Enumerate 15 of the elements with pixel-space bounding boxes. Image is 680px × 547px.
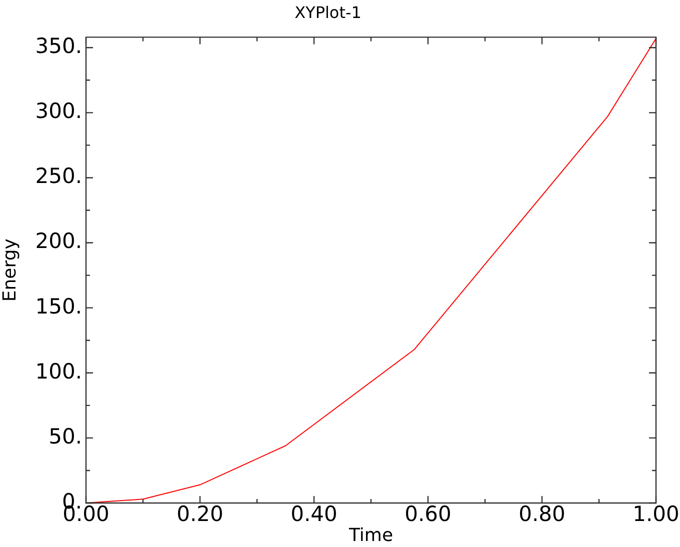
x-tick-label: 0.80 — [518, 502, 566, 526]
y-tick-label: 200. — [35, 229, 82, 254]
x-tick-label: 0.40 — [290, 502, 338, 526]
y-axis-title: Energy — [0, 238, 20, 302]
y-tick-label: 250. — [35, 164, 82, 188]
chart-title: XYPlot-1 — [294, 2, 362, 22]
y-tick-label: 350. — [35, 34, 82, 58]
y-tick-label: 300. — [35, 99, 82, 124]
y-tick-label: 100. — [35, 359, 82, 384]
y-tick-label: 50. — [48, 424, 82, 448]
x-axis-title: Time — [348, 524, 394, 546]
x-tick-label: 1.00 — [632, 502, 680, 526]
x-tick-label: 0.20 — [176, 502, 224, 526]
y-tick-label: 150. — [35, 294, 82, 318]
x-tick-label: 0.60 — [404, 502, 452, 526]
